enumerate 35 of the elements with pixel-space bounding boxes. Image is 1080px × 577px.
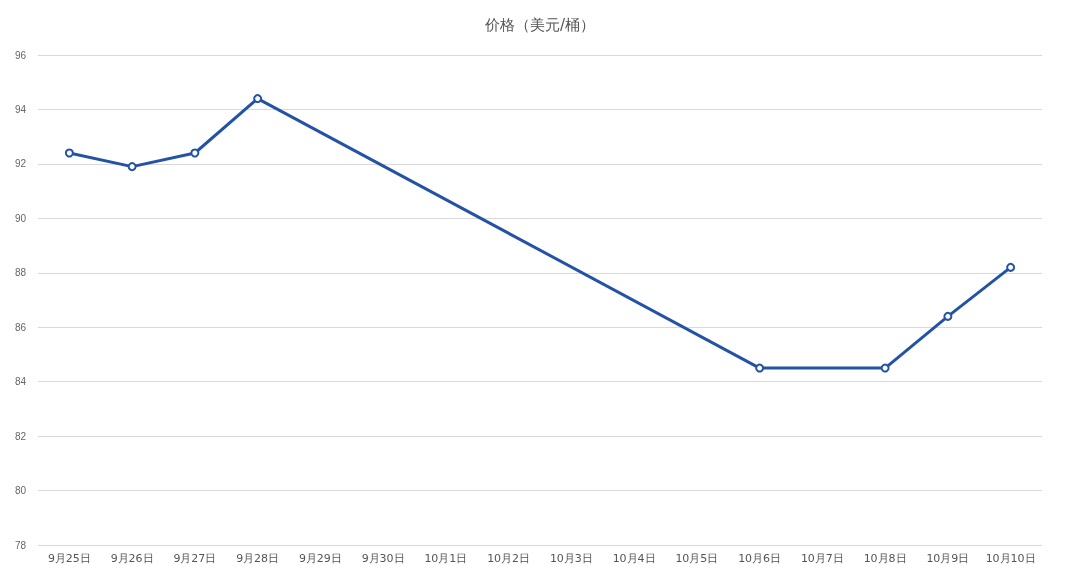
chart-title: 价格（美元/桶）: [483, 15, 596, 34]
x-tick-label: 9月28日: [236, 552, 280, 565]
y-tick-label: 80: [14, 485, 27, 497]
y-tick-label: 78: [14, 539, 27, 551]
x-tick-label: 10月3日: [549, 552, 593, 565]
x-tick-label: 10月1日: [424, 552, 468, 565]
y-tick-label: 84: [14, 376, 27, 388]
x-tick-label: 10月7日: [800, 552, 844, 565]
x-tick-label: 10月9日: [926, 552, 970, 565]
x-tick-label: 10月5日: [675, 552, 719, 565]
point: [880, 363, 890, 373]
x-tick-label: 9月25日: [47, 552, 91, 565]
x-tick-label: 9月30日: [361, 552, 405, 565]
point: [755, 363, 765, 373]
x-tick-label: 10月10日: [985, 552, 1036, 565]
y-tick-label: 92: [14, 158, 27, 170]
y-tick-label: 82: [14, 430, 27, 442]
point: [253, 94, 263, 104]
point: [943, 311, 953, 321]
x-tick-label: 9月27日: [173, 552, 217, 565]
y-tick-label: 90: [14, 212, 27, 224]
point: [190, 148, 200, 158]
point: [1006, 262, 1016, 272]
x-tick-label: 10月2日: [487, 552, 531, 565]
x-tick-label: 10月6日: [738, 552, 782, 565]
y-tick-label: 86: [14, 321, 27, 333]
x-tick-label: 10月8日: [863, 552, 907, 565]
x-tick-label: 10月4日: [612, 552, 656, 565]
y-tick-label: 88: [14, 267, 27, 279]
point: [64, 148, 74, 158]
y-tick-label: 96: [14, 49, 27, 61]
x-tick-label: 9月26日: [110, 552, 154, 565]
x-tick-label: 9月29日: [298, 552, 342, 565]
point: [127, 162, 137, 172]
y-tick-label: 94: [14, 103, 27, 115]
